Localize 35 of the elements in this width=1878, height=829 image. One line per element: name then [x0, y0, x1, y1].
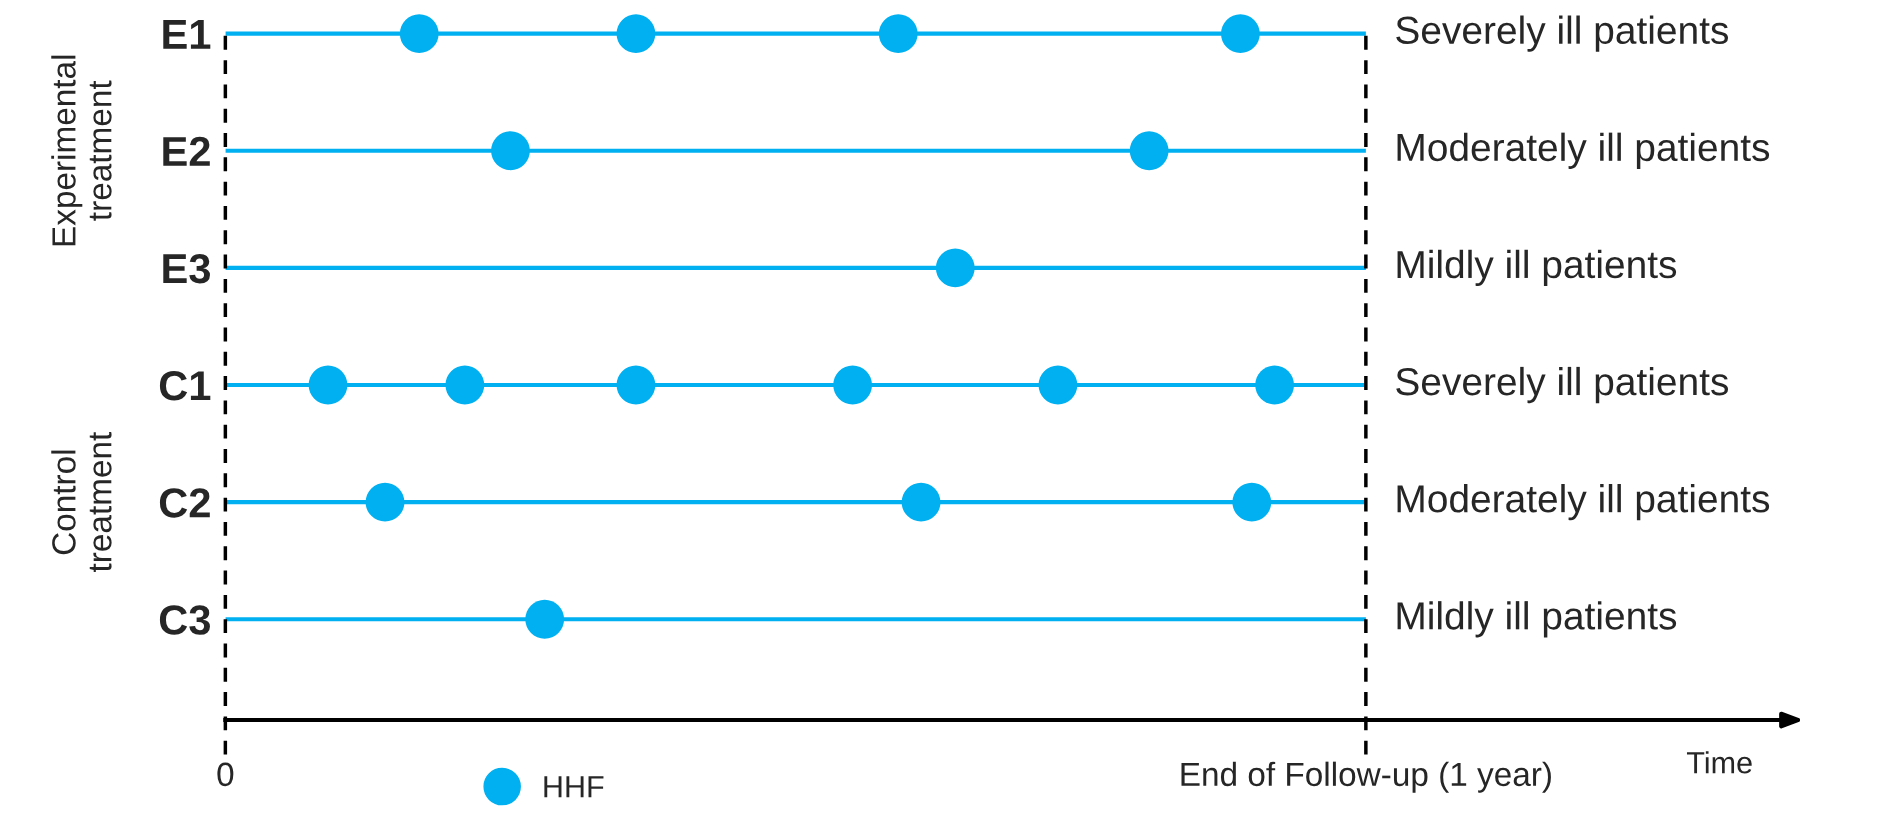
point [1038, 365, 1078, 405]
point [1255, 365, 1295, 405]
y-tick-label: E2 [163, 136, 210, 166]
y-tick-label: C2 [159, 488, 210, 518]
point [365, 482, 405, 522]
y2-tick-label: Mildly ill patients [1397, 601, 1677, 638]
y2-tick-label: Mildly ill patients [1397, 249, 1677, 287]
point [935, 248, 975, 288]
y2-tick-label: Severely ill patients [1396, 366, 1729, 404]
point [878, 14, 918, 54]
text: Experimental treatment [51, 55, 112, 246]
point [491, 131, 530, 171]
y-tick-label: E1 [163, 20, 211, 49]
point [308, 365, 348, 405]
point [399, 14, 439, 54]
x-axis-title: Time [1686, 751, 1752, 774]
x-tick-label: End of Follow-up (1 year) [1181, 761, 1551, 793]
y2-tick-label: Moderately ill patients [1397, 484, 1770, 521]
text: Control treatment [51, 431, 112, 573]
y2-tick-label: Moderately ill patients [1397, 132, 1770, 169]
y-tick-label: E3 [163, 253, 210, 284]
point [616, 14, 656, 54]
y-tick-label: C1 [159, 371, 211, 401]
point [1129, 131, 1169, 171]
point [901, 482, 941, 522]
y-tick-label: C3 [159, 605, 210, 635]
y2-tick-label: Severely ill patients [1396, 15, 1729, 52]
point [1232, 482, 1272, 522]
x-tick-label: 0 [217, 762, 234, 787]
point [833, 365, 873, 405]
legend-label: HHF [544, 776, 604, 798]
point [445, 365, 485, 405]
point [616, 365, 656, 405]
point [525, 599, 565, 639]
point [1221, 14, 1260, 54]
